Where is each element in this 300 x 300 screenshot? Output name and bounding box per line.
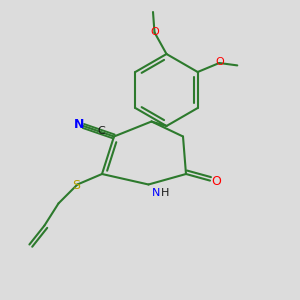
Text: O: O: [215, 57, 224, 68]
Text: N: N: [152, 188, 160, 198]
Text: C: C: [97, 126, 105, 136]
Text: O: O: [212, 175, 221, 188]
Text: O: O: [151, 27, 160, 37]
Text: S: S: [72, 179, 80, 192]
Text: H: H: [161, 188, 170, 198]
Text: N: N: [74, 118, 84, 131]
